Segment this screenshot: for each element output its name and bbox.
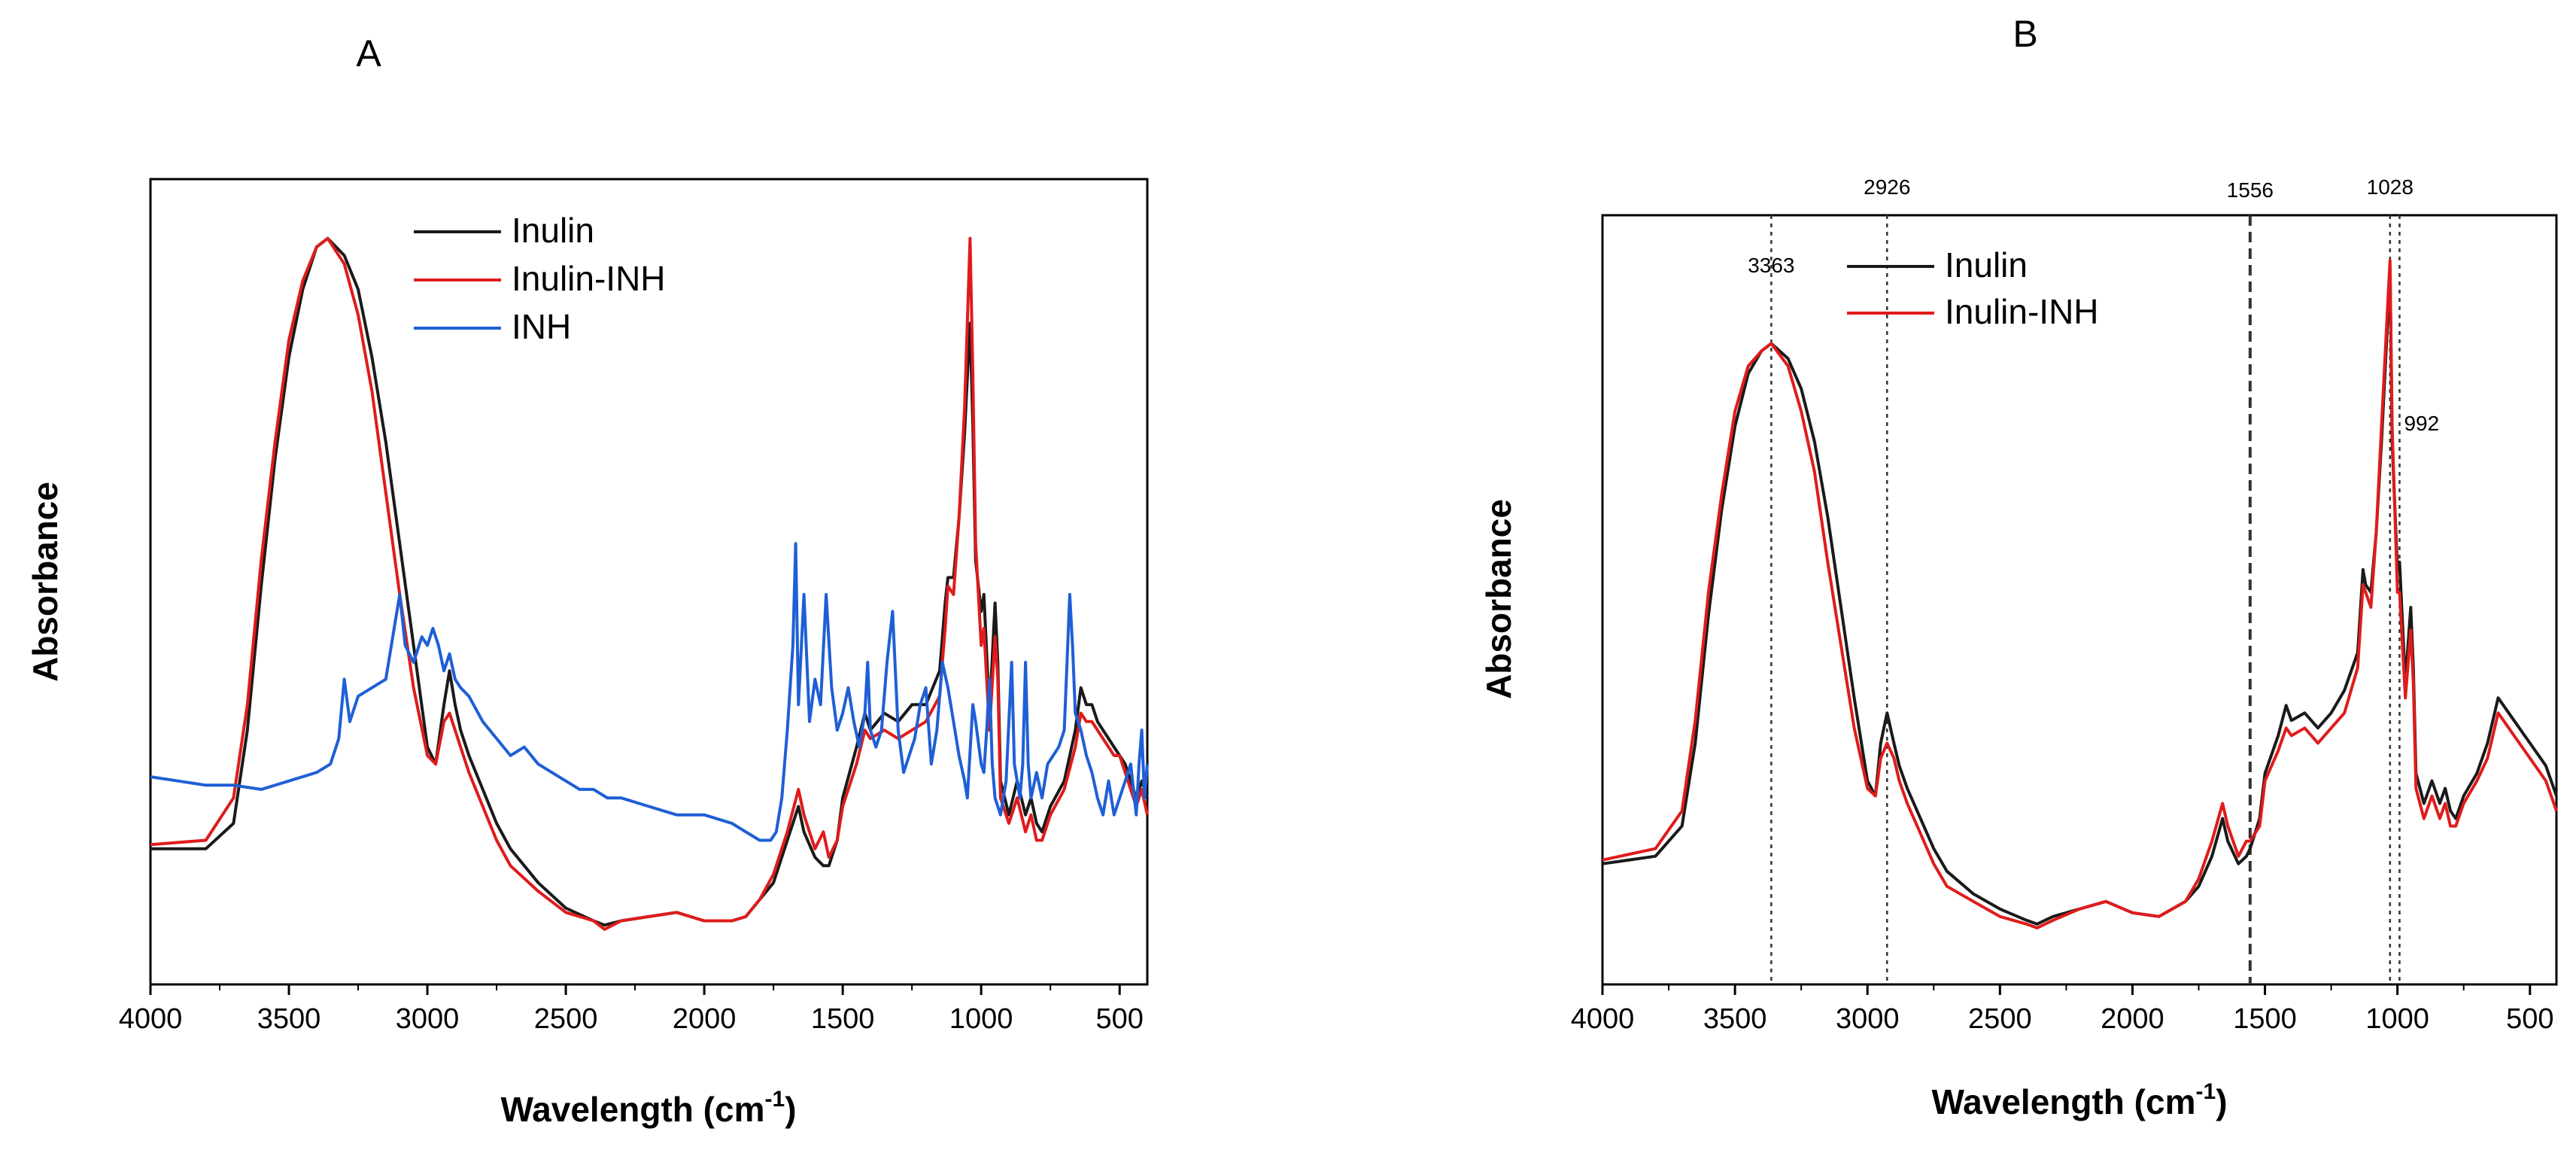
panel-a-x-tick-label: 2000 [673, 1003, 737, 1035]
panel-b-reference-label-1028: 1028 [2367, 175, 2413, 199]
panel-b-series-inulin-inh [1602, 259, 2558, 929]
panel-b-x-tick-label: 1500 [2233, 1003, 2297, 1035]
panel-a-x-tick-label: 2500 [534, 1003, 598, 1035]
panel-a-y-axis-title: Absorbance [26, 482, 65, 682]
panel-b-x-axis: 4000 3500 3000 2500 2000 1500 1000 500 [1571, 984, 2553, 1035]
panel-a-x-tick-label: 1500 [811, 1003, 875, 1035]
panel-a-series-group [150, 236, 1149, 931]
panel-b-x-axis-title-sup: -1 [2196, 1079, 2216, 1104]
panel-b-legend-label-inulin-inh: Inulin-INH [1945, 292, 2099, 331]
panel-a: A 4000 3500 3000 2500 2000 1500 1000 500 Inulin… [26, 32, 1149, 1129]
panel-a-x-tick-label: 4000 [119, 1003, 183, 1035]
panel-b-reference-label-1556: 1556 [2227, 178, 2274, 202]
panel-a-x-axis-title-main: Wavelength (cm [500, 1090, 764, 1129]
panel-b-x-tick-label: 3000 [1836, 1003, 1900, 1035]
panel-b-x-tick-label: 2000 [2101, 1003, 2164, 1035]
panel-a-x-axis-title: Wavelength (cm-1) [500, 1087, 796, 1129]
panel-a-series-inulin-inh [150, 236, 1149, 931]
panel-b: B 4000 3500 3000 2500 2000 1500 1000 500 3363 29… [1479, 13, 2558, 1121]
panel-b-legend: Inulin Inulin-INH [1847, 245, 2099, 331]
panel-a-legend-label-inulin: Inulin [512, 211, 594, 250]
panel-a-x-axis: 4000 3500 3000 2500 2000 1500 1000 500 [119, 984, 1144, 1035]
panel-b-reference-label-3363: 3363 [1748, 254, 1794, 277]
panel-b-x-axis-title-close: ) [2216, 1082, 2227, 1121]
panel-a-x-tick-label: 500 [1095, 1003, 1143, 1035]
panel-a-legend: Inulin Inulin-INH INH [414, 211, 666, 346]
panel-b-x-tick-label: 2500 [1968, 1003, 2032, 1035]
panel-a-legend-label-inh: INH [512, 307, 571, 346]
panel-b-x-tick-label: 500 [2506, 1003, 2553, 1035]
panel-b-x-tick-label: 1000 [2365, 1003, 2429, 1035]
panel-b-x-axis-title-main: Wavelength (cm [1931, 1082, 2195, 1121]
panel-a-legend-label-inulin-inh: Inulin-INH [512, 259, 666, 298]
panel-b-y-axis-title: Absorbance [1479, 499, 1518, 699]
panel-a-x-tick-label: 3000 [396, 1003, 460, 1035]
panel-b-reference-label-2926: 2926 [1864, 175, 1910, 199]
panel-a-plot-frame [149, 178, 1149, 986]
panel-a-series-inh [150, 542, 1149, 842]
panel-b-x-tick-label: 4000 [1571, 1003, 1635, 1035]
panel-b-x-tick-label: 3500 [1703, 1003, 1767, 1035]
panel-b-legend-label-inulin: Inulin [1945, 245, 2028, 284]
panel-a-label: A [356, 32, 381, 75]
panel-a-x-tick-label: 1000 [949, 1003, 1013, 1035]
panel-b-x-axis-title: Wavelength (cm-1) [1931, 1079, 2227, 1121]
panel-a-x-axis-title-close: ) [785, 1090, 796, 1129]
panel-b-label: B [2012, 13, 2037, 55]
panel-b-reference-label-992: 992 [2404, 412, 2439, 435]
panel-b-series-group [1602, 259, 2558, 929]
panel-b-plot-frame [1601, 214, 2558, 986]
panel-a-x-axis-title-sup: -1 [765, 1087, 785, 1112]
panel-a-x-tick-label: 3500 [257, 1003, 321, 1035]
